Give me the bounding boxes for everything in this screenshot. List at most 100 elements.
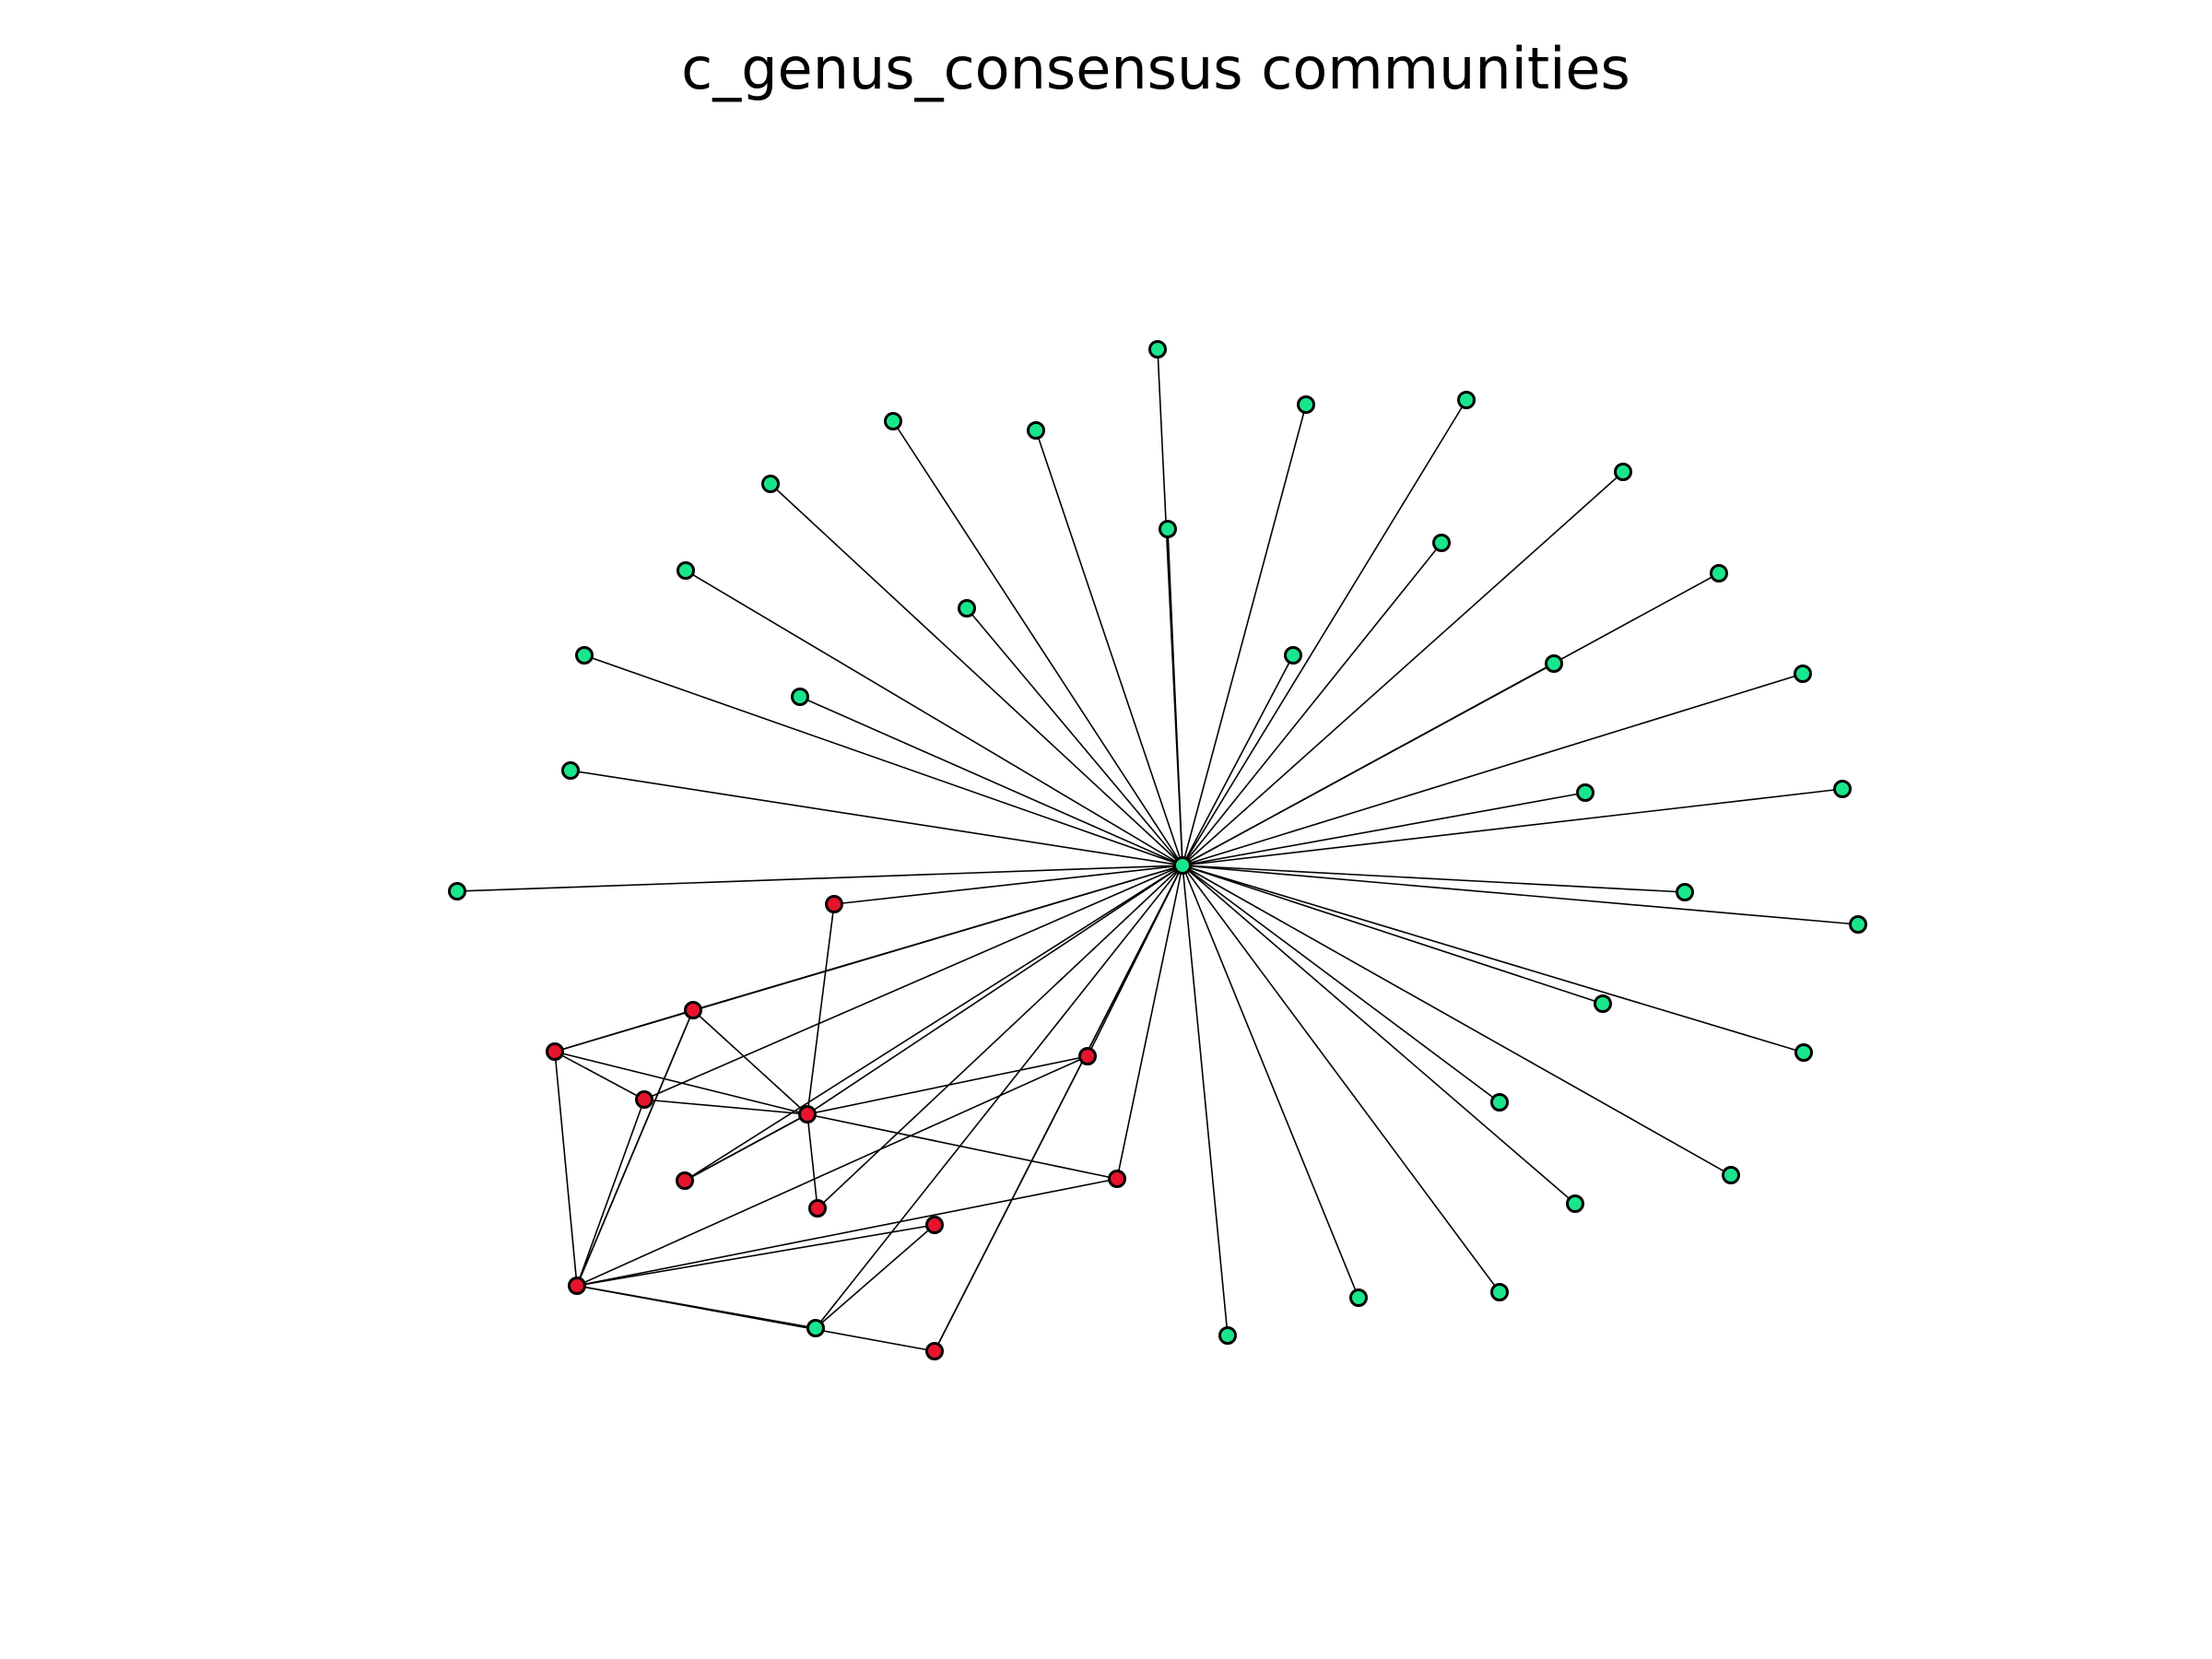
- graph-edge: [934, 865, 1183, 1352]
- graph-edge: [1182, 673, 1804, 866]
- graph-edge: [554, 1009, 694, 1053]
- graph-node-red: [568, 1277, 586, 1295]
- graph-edge: [576, 1009, 694, 1287]
- graph-node-red: [684, 1001, 702, 1019]
- graph-node-red: [925, 1216, 944, 1234]
- node-layer: [448, 340, 1867, 1360]
- graph-node-green: [1457, 391, 1476, 409]
- graph-edge: [684, 1113, 808, 1182]
- graph-edge: [554, 1051, 645, 1100]
- graph-edge: [799, 696, 1183, 866]
- graph-node-red: [825, 895, 843, 913]
- graph-edge: [684, 865, 1183, 1182]
- graph-edge: [1182, 788, 1843, 866]
- graph-edge: [892, 420, 1183, 866]
- graph-edge: [643, 865, 1183, 1100]
- graph-node-green: [1722, 1166, 1740, 1184]
- graph-edge: [966, 607, 1183, 866]
- graph-edge: [806, 1113, 818, 1209]
- graph-node-green: [1432, 534, 1451, 552]
- graph-node-red: [1108, 1170, 1126, 1188]
- graph-edge: [1182, 865, 1359, 1299]
- graph-edge: [1182, 865, 1686, 893]
- graph-edge: [1182, 865, 1604, 1005]
- graph-node-green: [1594, 994, 1612, 1013]
- graph-node-green: [1833, 780, 1852, 798]
- graph-edge: [1182, 663, 1555, 866]
- graph-edge: [583, 654, 1183, 866]
- graph-edge: [1182, 865, 1805, 1053]
- graph-edge: [806, 903, 835, 1115]
- graph-node-green: [1849, 915, 1867, 934]
- graph-node-red: [925, 1342, 944, 1360]
- graph-node-red: [798, 1105, 817, 1124]
- graph-node-green: [1218, 1326, 1237, 1345]
- graph-edge: [1182, 865, 1229, 1336]
- graph-node-green: [1576, 783, 1594, 802]
- graph-node-green: [1794, 1043, 1813, 1062]
- graph-edge: [1182, 865, 1732, 1176]
- graph-node-green: [1027, 421, 1045, 440]
- graph-node-red: [808, 1199, 827, 1218]
- graph-edge: [1182, 542, 1442, 866]
- graph-node-green: [1284, 646, 1302, 665]
- graph-node-green: [1490, 1093, 1509, 1112]
- graph-edge: [1116, 865, 1183, 1180]
- graph-node-green: [1349, 1288, 1368, 1307]
- graph-edge: [692, 1009, 808, 1115]
- graph-edge: [576, 1285, 935, 1352]
- graph-node-green: [1159, 520, 1177, 538]
- graph-node-green: [1710, 564, 1728, 582]
- graph-edge: [576, 1055, 1088, 1287]
- graph-edge: [1182, 865, 1500, 1103]
- graph-edge: [770, 483, 1183, 866]
- graph-node-green: [806, 1319, 825, 1337]
- graph-edge: [1182, 404, 1307, 866]
- graph-node-red: [1078, 1047, 1097, 1065]
- graph-edge: [576, 1178, 1118, 1287]
- graph-node-red: [676, 1171, 694, 1190]
- graph-node-green: [1173, 856, 1192, 875]
- graph-node-green: [575, 646, 594, 665]
- graph-edge: [1182, 792, 1586, 866]
- graph-edge: [817, 865, 1183, 1209]
- graph-node-green: [561, 761, 580, 780]
- graph-edge: [456, 865, 1183, 892]
- graph-edge: [1182, 865, 1576, 1205]
- graph-node-green: [1545, 654, 1563, 673]
- graph-edge: [1035, 429, 1183, 866]
- graph-edge: [1182, 399, 1467, 866]
- graph-edge: [1182, 865, 1500, 1293]
- graph-edge: [1182, 654, 1294, 866]
- graph-edge: [806, 1113, 1118, 1180]
- graph-node-green: [677, 561, 695, 580]
- graph-node-green: [1794, 665, 1812, 683]
- graph-edge: [1182, 865, 1859, 925]
- graph-node-green: [884, 412, 902, 430]
- graph-node-green: [1566, 1194, 1584, 1213]
- graph-edge: [806, 1055, 1088, 1115]
- graph-edge: [833, 865, 1183, 905]
- graph-edge: [576, 1224, 935, 1287]
- graph-edge: [685, 570, 1183, 866]
- graph-node-green: [1490, 1283, 1509, 1301]
- graph-edge: [806, 865, 1183, 1115]
- graph-edge: [554, 1051, 578, 1287]
- figure-title: c_genus_consensus communities: [681, 35, 1630, 102]
- graph-node-green: [1676, 883, 1694, 901]
- graph-edge: [576, 1099, 645, 1287]
- edge-layer: [456, 348, 1859, 1352]
- graph-node-green: [448, 882, 466, 900]
- graph-node-red: [635, 1090, 653, 1109]
- graph-edge: [815, 1224, 935, 1329]
- graph-node-green: [1148, 340, 1167, 359]
- graph-node-green: [791, 688, 809, 706]
- graph-edge: [643, 1099, 808, 1115]
- graph-node-green: [1614, 463, 1632, 481]
- graph-edge: [570, 770, 1183, 866]
- graph-node-green: [761, 475, 780, 493]
- graph-edge: [554, 1051, 808, 1115]
- graph-edge: [1182, 471, 1624, 866]
- graph-node-green: [958, 599, 976, 618]
